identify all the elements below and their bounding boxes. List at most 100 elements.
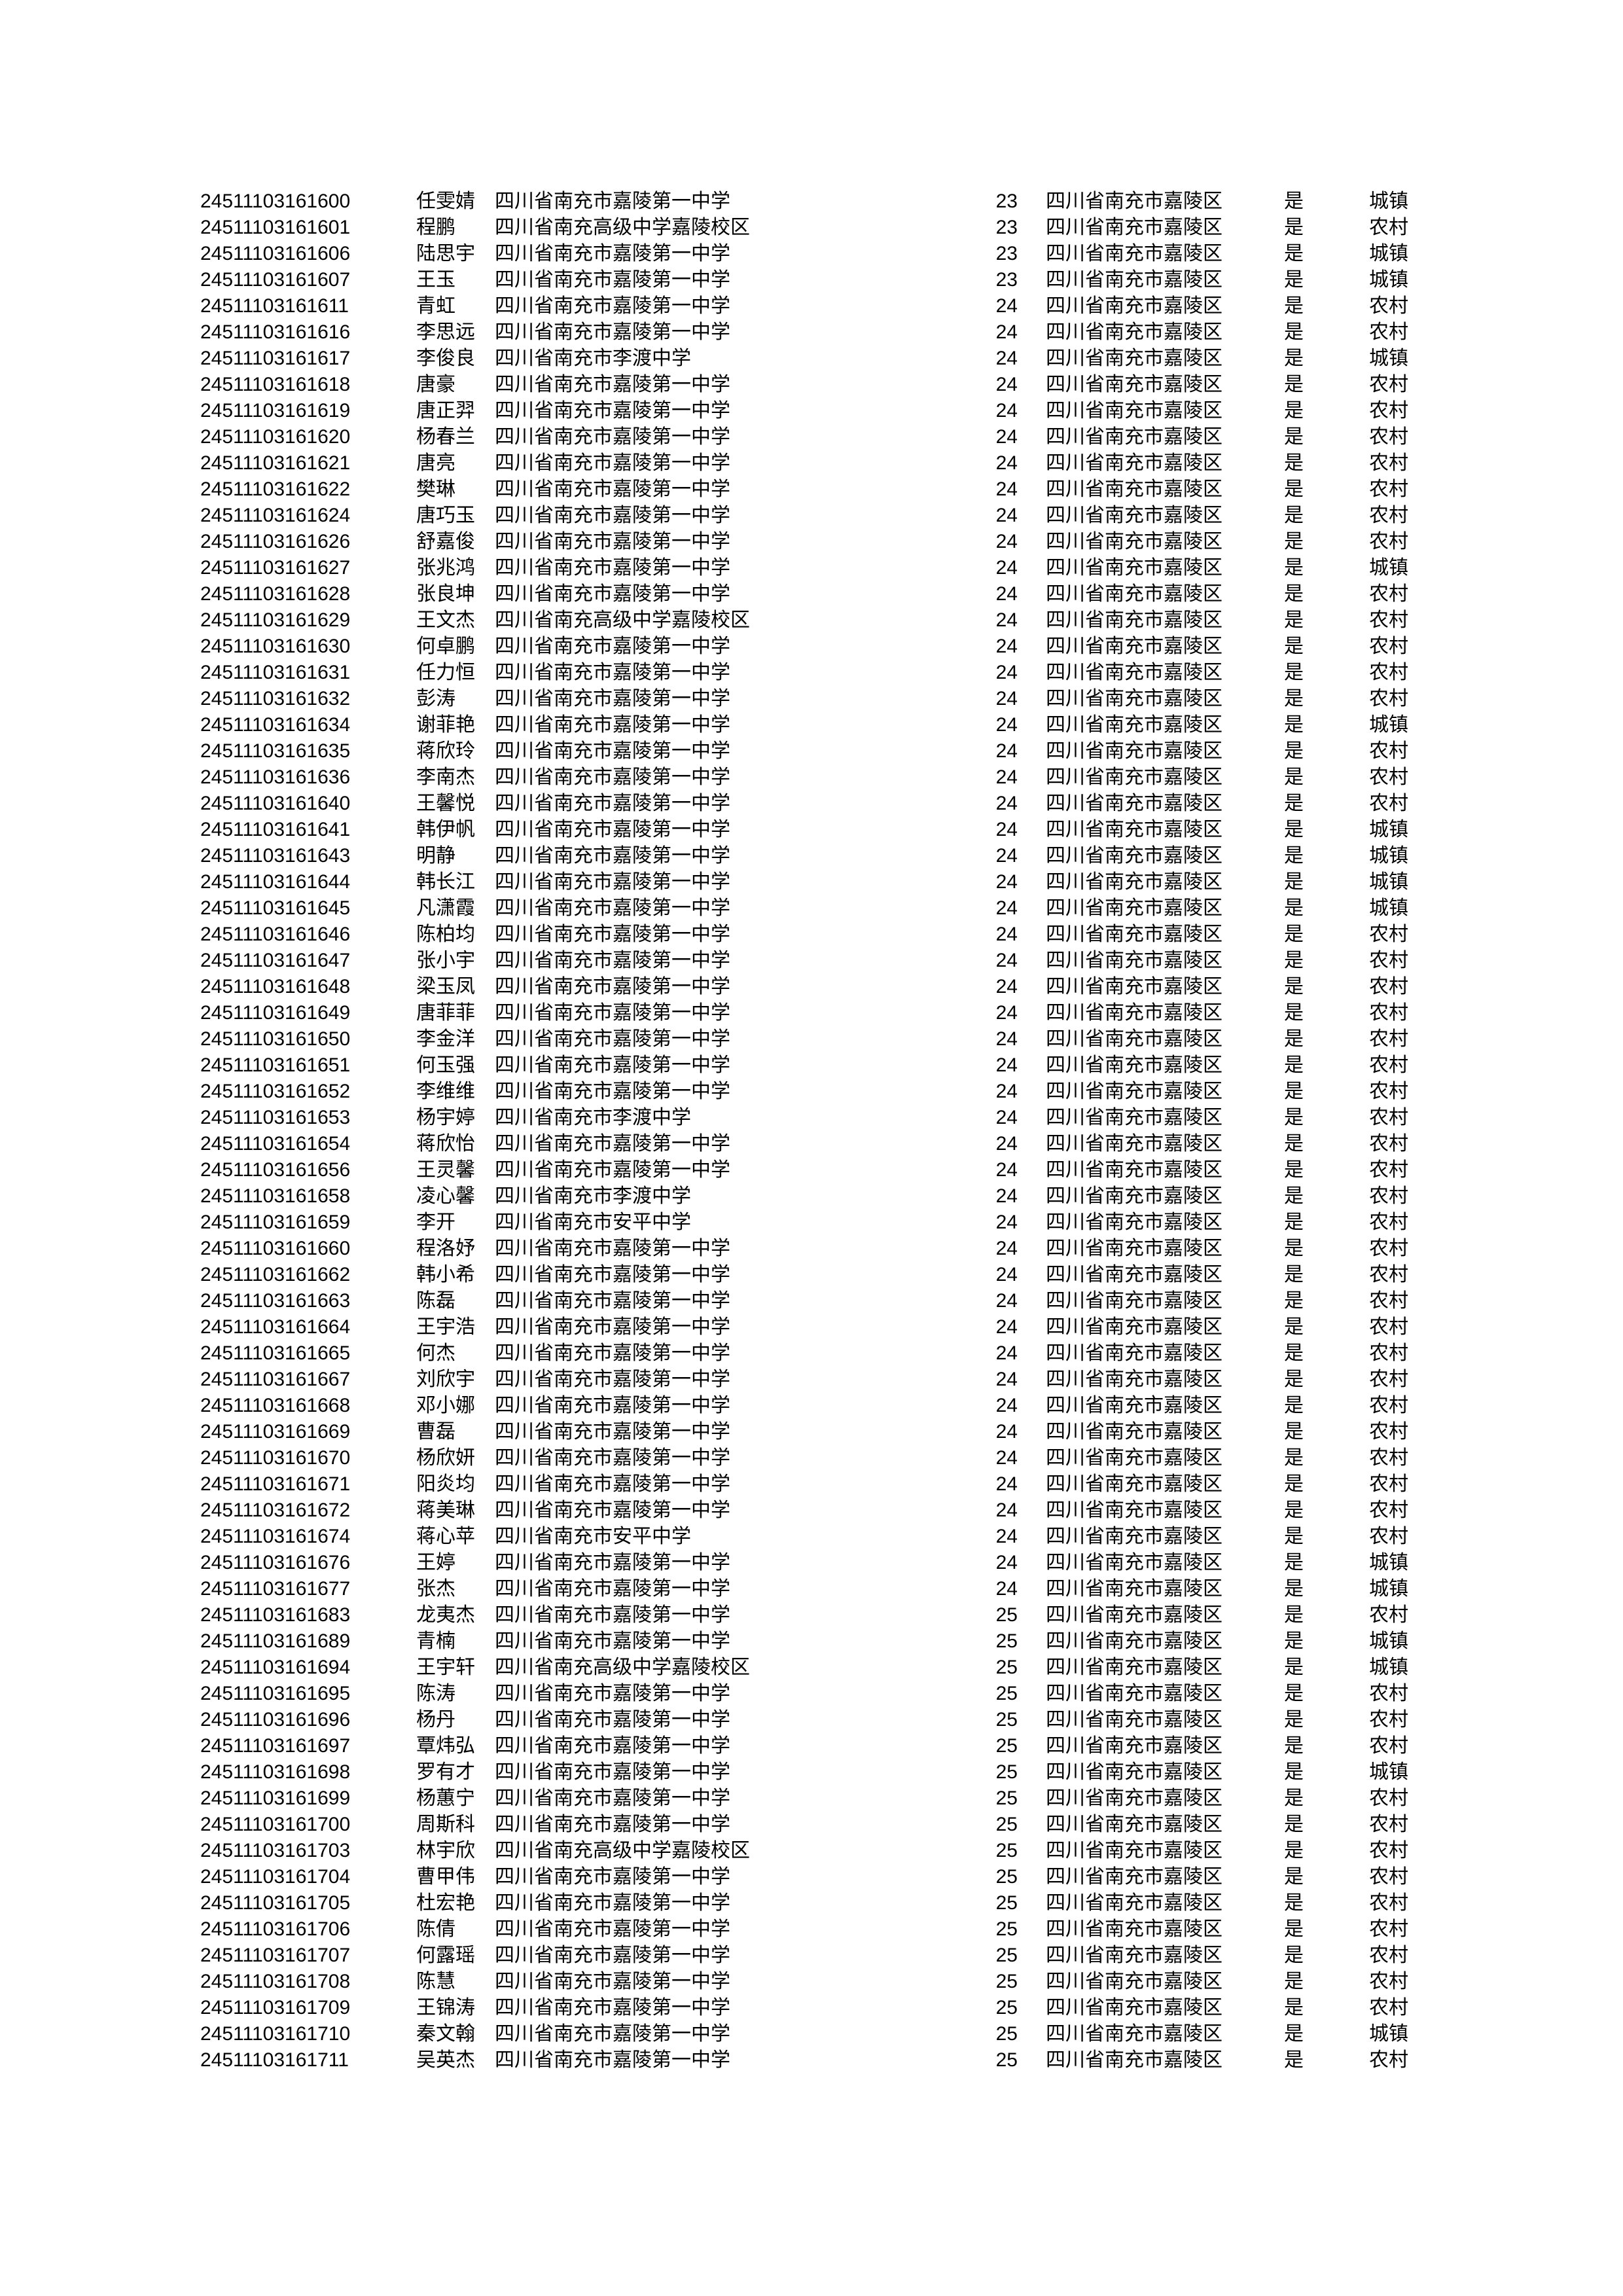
table-row: 24511103161662 韩小希 四川省南充市嘉陵第一中学 24 四川省南充市嘉陵区…: [0, 1262, 1623, 1288]
district-name: 四川省南充市嘉陵区: [1046, 217, 1222, 238]
school-name: 四川省南充市嘉陵第一中学: [495, 714, 730, 736]
yes-flag: 是: [1284, 557, 1304, 579]
table-row: 24511103161667 刘欣宇 四川省南充市嘉陵第一中学 24 四川省南充市嘉陵区…: [0, 1367, 1623, 1393]
table-row: 24511103161620 杨春兰 四川省南充市嘉陵第一中学 24 四川省南充市嘉陵区…: [0, 424, 1623, 450]
number-value: 24: [995, 1185, 1018, 1207]
student-name: 刘欣宇: [416, 1369, 475, 1390]
school-name: 四川省南充市嘉陵第一中学: [495, 688, 730, 709]
student-name: 杨丹: [416, 1709, 455, 1731]
residence-type: 农村: [1369, 1604, 1408, 1626]
school-name: 四川省南充市嘉陵第一中学: [495, 819, 730, 840]
table-row: 24511103161660 程洛妤 四川省南充市嘉陵第一中学 24 四川省南充市嘉陵区…: [0, 1236, 1623, 1262]
student-name: 李俊良: [416, 348, 475, 369]
yes-flag: 是: [1284, 190, 1304, 212]
student-name: 李金洋: [416, 1028, 475, 1050]
school-name: 四川省南充市嘉陵第一中学: [495, 2049, 730, 2071]
school-name: 四川省南充市嘉陵第一中学: [495, 1997, 730, 2018]
yes-flag: 是: [1284, 295, 1304, 317]
district-name: 四川省南充市嘉陵区: [1046, 976, 1222, 997]
school-name: 四川省南充市嘉陵第一中学: [495, 321, 730, 343]
student-name: 青虹: [416, 295, 455, 317]
candidate-id: 24511103161636: [200, 766, 351, 788]
school-name: 四川省南充高级中学嘉陵校区: [495, 217, 750, 238]
candidate-id: 24511103161601: [200, 217, 351, 238]
district-name: 四川省南充市嘉陵区: [1046, 426, 1222, 448]
number-value: 24: [995, 505, 1018, 526]
school-name: 四川省南充市嘉陵第一中学: [495, 190, 730, 212]
residence-type: 城镇: [1369, 2023, 1408, 2045]
district-name: 四川省南充市嘉陵区: [1046, 924, 1222, 945]
residence-type: 农村: [1369, 1081, 1408, 1102]
table-row: 24511103161658 凌心馨 四川省南充市李渡中学 24 四川省南充市嘉陵区 是 农…: [0, 1183, 1623, 1210]
number-value: 25: [995, 1997, 1018, 2018]
student-name: 韩长江: [416, 871, 475, 893]
table-row: 24511103161629 王文杰 四川省南充高级中学嘉陵校区 24 四川省南充市嘉陵…: [0, 607, 1623, 634]
table-row: 24511103161710 秦文翰 四川省南充市嘉陵第一中学 25 四川省南充市嘉陵区…: [0, 2021, 1623, 2047]
residence-type: 农村: [1369, 1054, 1408, 1076]
yes-flag: 是: [1284, 924, 1304, 945]
school-name: 四川省南充市嘉陵第一中学: [495, 1709, 730, 1731]
table-row: 24511103161636 李南杰 四川省南充市嘉陵第一中学 24 四川省南充市嘉陵区…: [0, 764, 1623, 791]
yes-flag: 是: [1284, 1499, 1304, 1521]
school-name: 四川省南充市嘉陵第一中学: [495, 897, 730, 919]
residence-type: 农村: [1369, 1159, 1408, 1181]
district-name: 四川省南充市嘉陵区: [1046, 478, 1222, 500]
district-name: 四川省南充市嘉陵区: [1046, 1578, 1222, 1600]
candidate-id: 24511103161706: [200, 1918, 351, 1940]
number-value: 24: [995, 1107, 1018, 1128]
yes-flag: 是: [1284, 531, 1304, 552]
residence-type: 城镇: [1369, 871, 1408, 893]
residence-type: 农村: [1369, 1238, 1408, 1259]
school-name: 四川省南充市嘉陵第一中学: [495, 243, 730, 264]
district-name: 四川省南充市嘉陵区: [1046, 1185, 1222, 1207]
district-name: 四川省南充市嘉陵区: [1046, 1657, 1222, 1678]
table-row: 24511103161649 唐菲菲 四川省南充市嘉陵第一中学 24 四川省南充市嘉陵区…: [0, 1000, 1623, 1026]
school-name: 四川省南充市嘉陵第一中学: [495, 950, 730, 971]
candidate-id: 24511103161704: [200, 1866, 351, 1888]
candidate-id: 24511103161627: [200, 557, 351, 579]
residence-type: 农村: [1369, 1316, 1408, 1338]
yes-flag: 是: [1284, 1054, 1304, 1076]
candidate-id: 24511103161705: [200, 1892, 351, 1914]
school-name: 四川省南充市嘉陵第一中学: [495, 1787, 730, 1809]
district-name: 四川省南充市嘉陵区: [1046, 636, 1222, 657]
candidate-id: 24511103161667: [200, 1369, 351, 1390]
yes-flag: 是: [1284, 1918, 1304, 1940]
residence-type: 农村: [1369, 1369, 1408, 1390]
table-row: 24511103161708 陈慧 四川省南充市嘉陵第一中学 25 四川省南充市嘉陵区 是…: [0, 1969, 1623, 1995]
yes-flag: 是: [1284, 897, 1304, 919]
table-row: 24511103161635 蒋欣玲 四川省南充市嘉陵第一中学 24 四川省南充市嘉陵区…: [0, 738, 1623, 764]
residence-type: 农村: [1369, 924, 1408, 945]
school-name: 四川省南充市嘉陵第一中学: [495, 583, 730, 605]
district-name: 四川省南充市嘉陵区: [1046, 1892, 1222, 1914]
district-name: 四川省南充市嘉陵区: [1046, 348, 1222, 369]
table-row: 24511103161632 彭涛 四川省南充市嘉陵第一中学 24 四川省南充市嘉陵区 是…: [0, 686, 1623, 712]
candidate-id: 24511103161677: [200, 1578, 351, 1600]
table-row: 24511103161601 程鹏 四川省南充高级中学嘉陵校区 23 四川省南充市嘉陵区…: [0, 215, 1623, 241]
yes-flag: 是: [1284, 819, 1304, 840]
candidate-id: 24511103161632: [200, 688, 351, 709]
district-name: 四川省南充市嘉陵区: [1046, 845, 1222, 867]
school-name: 四川省南充市嘉陵第一中学: [495, 1683, 730, 1704]
residence-type: 农村: [1369, 1290, 1408, 1312]
yes-flag: 是: [1284, 1578, 1304, 1600]
residence-type: 农村: [1369, 662, 1408, 683]
residence-type: 城镇: [1369, 1761, 1408, 1783]
yes-flag: 是: [1284, 1290, 1304, 1312]
district-name: 四川省南充市嘉陵区: [1046, 1630, 1222, 1652]
number-value: 24: [995, 295, 1018, 317]
number-value: 23: [995, 217, 1018, 238]
candidate-id: 24511103161696: [200, 1709, 351, 1731]
district-name: 四川省南充市嘉陵区: [1046, 1002, 1222, 1024]
residence-type: 农村: [1369, 1395, 1408, 1416]
candidate-id: 24511103161630: [200, 636, 351, 657]
student-name: 李开: [416, 1211, 455, 1233]
yes-flag: 是: [1284, 583, 1304, 605]
residence-type: 农村: [1369, 1107, 1408, 1128]
number-value: 24: [995, 845, 1018, 867]
district-name: 四川省南充市嘉陵区: [1046, 1971, 1222, 1992]
student-name: 唐正羿: [416, 400, 475, 422]
table-row: 24511103161665 何杰 四川省南充市嘉陵第一中学 24 四川省南充市嘉陵区 是…: [0, 1340, 1623, 1367]
candidate-id: 24511103161621: [200, 452, 351, 474]
